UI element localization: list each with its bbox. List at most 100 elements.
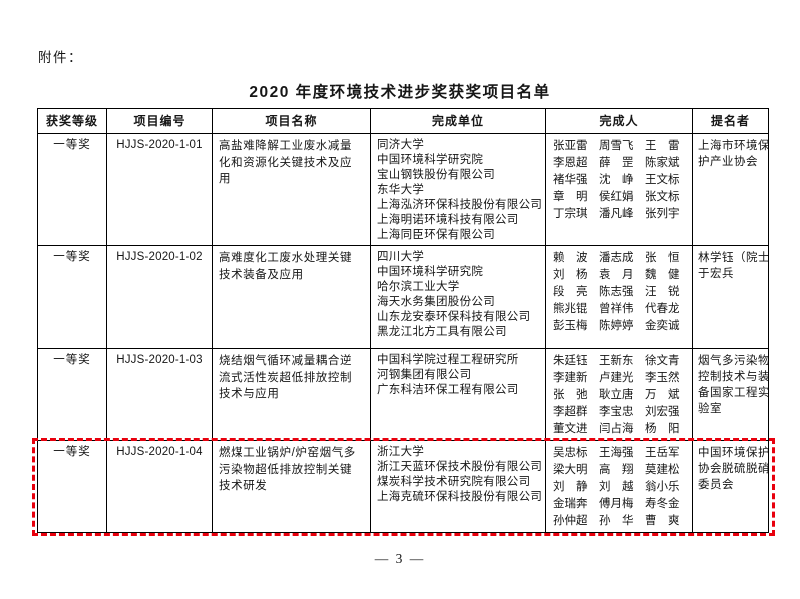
completer-line: 赖 波潘志成张 恒: [553, 250, 690, 267]
completer-name: 朱廷钰: [553, 355, 588, 367]
table-row: 一等奖 HJJS-2020-1-02 高难度化工废水处理关键技术装备及应用 四川大学中…: [37, 245, 769, 349]
cell-completing-units: 中国科学院过程工程研究所 河钢集团有限公司 广东科洁环保工程有限公司: [370, 348, 546, 441]
unit-name: 海天水务集团股份公司: [377, 296, 495, 308]
completer-name: 薛 罡: [599, 157, 634, 169]
table-row: 一等奖 HJJS-2020-1-03 烧结烟气循环减量耦合逆流式活性炭超低排放控制技…: [37, 348, 769, 441]
unit-name: 东华大学: [377, 184, 425, 196]
completer-name: 李建新: [553, 372, 588, 384]
completer-name: 代春龙: [645, 303, 680, 315]
completer-name: 王 雷: [645, 140, 680, 152]
completer-name: 张文标: [645, 191, 680, 203]
unit-name: 上海泓济环保科技股份有限公司: [377, 199, 543, 211]
column-header: 获奖等级: [37, 108, 107, 134]
unit-name: 山东龙安泰环保科技有限公司: [377, 311, 531, 323]
cell-completing-units: 同济大学中国环境科学研究院 宝山钢铁股份有限公司 东华大学上海泓济环保科技股份有限公…: [370, 133, 546, 246]
completer-name: 张亚雷: [553, 140, 588, 152]
page-number: — 3 —: [374, 551, 426, 566]
completer-line: 段 亮陈志强汪 锐: [553, 284, 690, 301]
unit-name: 四川大学: [377, 251, 425, 263]
completer-name: 潘凡峰: [599, 208, 634, 220]
completer-line: 吴忠标 王海强 王岳军: [553, 445, 690, 462]
completer-name: 熊兆锟: [553, 303, 588, 315]
completer-name: 李玉然: [645, 372, 680, 384]
completer-name: 王岳军: [645, 447, 680, 459]
attachment-label: 附件：: [38, 50, 83, 65]
completer-name: 李恩超: [553, 157, 588, 169]
page-title: 2020 年度环境技术进步奖获奖项目名单: [249, 84, 551, 101]
completer-line: 彭玉梅 陈婷婷 金奕诚: [553, 318, 690, 335]
completer-name: 褚华强: [553, 174, 588, 186]
unit-name: 宝山钢铁股份有限公司: [377, 169, 495, 181]
unit-name: 同济大学: [377, 139, 425, 151]
completer-line: 梁大明高 翔莫建松: [553, 462, 690, 479]
completer-name: 曾祥伟: [599, 303, 634, 315]
completer-line: 张亚雷 周雪飞王 雷: [553, 138, 690, 155]
cell-project-code: HJJS-2020-1-03: [106, 348, 213, 441]
completer-name: 王文标: [645, 174, 680, 186]
unit-name: 中国科学院过程工程研究所: [377, 354, 519, 366]
completer-name: 陈家斌: [645, 157, 680, 169]
completer-line: 丁宗琪 潘凡峰 张列宇: [553, 206, 690, 223]
completer-name: 曹 爽: [645, 515, 680, 527]
completer-name: 侯红娟: [599, 191, 634, 203]
completer-name: 沈 峥: [599, 174, 634, 186]
completer-line: 孙仲超孙 华曹 爽: [553, 513, 690, 530]
cell-completers: 赖 波潘志成张 恒刘 杨袁 月魏 健段 亮陈志强汪 锐熊兆锟 曾祥伟 代春龙 彭玉梅陈…: [545, 245, 693, 349]
completer-name: 耿立唐: [599, 389, 634, 401]
table-row: 一等奖 HJJS-2020-1-04 燃煤工业锅炉/炉窑烟气多污染物超低排放控制关键…: [37, 440, 769, 533]
completer-name: 梁大明: [553, 464, 588, 476]
column-header: 项目名称: [212, 108, 371, 134]
column-header: 提名者: [692, 108, 769, 134]
nominator-line: 验室: [698, 403, 722, 415]
completer-name: 汪 锐: [645, 286, 680, 298]
unit-name: 上海同臣环保有限公司: [377, 229, 495, 241]
completer-name: 张 恒: [645, 252, 680, 264]
completer-name: 章 明: [553, 191, 588, 203]
cell-completers: 张亚雷 周雪飞王 雷李恩超薛 罡陈家斌 褚华强沈 峥王文标章 明侯红娟 张文标 丁宗琪潘…: [545, 133, 693, 246]
cell-project-name: 高难度化工废水处理关键技术装备及应用: [212, 245, 371, 349]
completer-name: 卢建光: [599, 372, 634, 384]
completer-name: 刘 杨: [553, 269, 588, 281]
completer-name: 闫占海: [599, 423, 634, 435]
unit-name: 煤炭科学技术研究院有限公司: [377, 476, 531, 488]
completer-name: 刘 越: [599, 481, 634, 493]
completer-name: 刘 静: [553, 481, 588, 493]
cell-award-level: 一等奖: [37, 348, 107, 441]
nominator-line: 中国环境保护: [698, 447, 769, 459]
completer-name: 陈志强: [599, 286, 634, 298]
completer-name: 袁 月: [599, 269, 634, 281]
table-header-row: 获奖等级 项目编号 项目名称 完成单位 完成人 提名者: [37, 108, 769, 134]
completer-line: 张 弛耿立唐万 斌: [553, 387, 690, 404]
nominator-line: 于宏兵: [698, 268, 734, 280]
completer-name: 丁宗琪: [553, 208, 588, 220]
unit-name: 哈尔滨工业大学: [377, 281, 460, 293]
completer-line: 李恩超薛 罡陈家斌: [553, 155, 690, 172]
cell-project-name: 高盐难降解工业废水减量化和资源化关键技术及应用: [212, 133, 371, 246]
completer-name: 彭玉梅: [553, 320, 588, 332]
nominator-line: 烟气多污染物: [698, 355, 769, 367]
completer-name: 孙 华: [599, 515, 634, 527]
completer-line: 李超群 李宝忠 刘宏强: [553, 404, 690, 421]
unit-name: 黑龙江北方工具有限公司: [377, 326, 507, 338]
nominator-line: 控制技术与装: [698, 371, 769, 383]
cell-project-code: HJJS-2020-1-02: [106, 245, 213, 349]
cell-completing-units: 四川大学中国环境科学研究院 哈尔滨工业大学海天水务集团股份公司山东龙安泰环保科技有…: [370, 245, 546, 349]
cell-project-code: HJJS-2020-1-04: [106, 440, 213, 533]
completer-name: 董文进: [553, 423, 588, 435]
completer-line: 董文进 闫占海杨 阳: [553, 421, 690, 438]
unit-name: 广东科洁环保工程有限公司: [377, 384, 519, 396]
completer-name: 徐文青: [645, 355, 680, 367]
completer-name: 金奕诚: [645, 320, 680, 332]
completer-name: 万 斌: [645, 389, 680, 401]
completer-line: 章 明侯红娟 张文标: [553, 189, 690, 206]
unit-name: 中国环境科学研究院: [377, 266, 484, 278]
unit-name: 中国环境科学研究院: [377, 154, 484, 166]
completer-name: 翁小乐: [645, 481, 680, 493]
completer-name: 李宝忠: [599, 406, 634, 418]
column-header: 项目编号: [106, 108, 213, 134]
award-table-wrap: 获奖等级 项目编号 项目名称 完成单位 完成人 提名者 一等奖 HJJS-2020-1-01…: [31, 108, 775, 536]
cell-award-level: 一等奖: [37, 245, 107, 349]
unit-name: 浙江大学: [377, 446, 425, 458]
completer-name: 傅月梅: [599, 498, 634, 510]
nominator-line: 林学钰（院士）: [698, 252, 768, 264]
